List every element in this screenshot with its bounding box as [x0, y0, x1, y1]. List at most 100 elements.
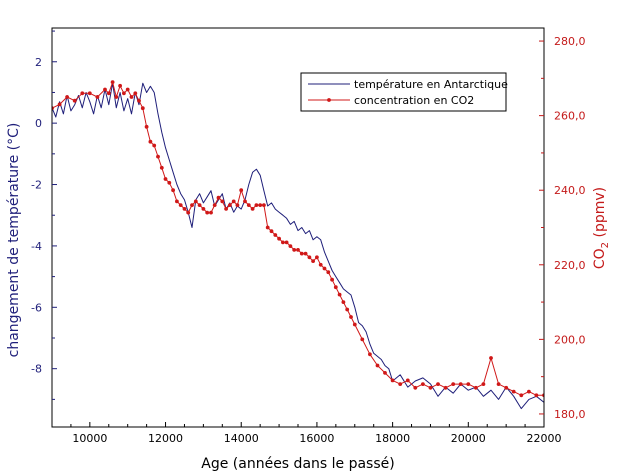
co2-point [152, 143, 157, 148]
co2-point [87, 91, 92, 96]
y-left-tick-label: -4 [31, 240, 42, 253]
y-right-tick-label: 180,0 [554, 408, 586, 421]
co2-point [534, 393, 539, 398]
plot-area [52, 80, 544, 410]
co2-point [390, 378, 395, 383]
y-left-tick-label: -2 [31, 179, 42, 192]
y-right-tick-label: 280,0 [554, 35, 586, 48]
co2-point [292, 248, 297, 252]
co2-point [133, 91, 138, 96]
co2-point [352, 322, 357, 327]
co2-point [201, 207, 206, 211]
co2-point [205, 210, 210, 215]
co2-point [212, 203, 217, 208]
co2-point [322, 266, 327, 271]
co2-point [330, 277, 334, 282]
co2-point [368, 352, 372, 357]
co2-point [171, 188, 176, 193]
y-axis-right-label-sub: 2 [600, 242, 611, 248]
co2-point [443, 385, 448, 390]
x-tick-label: 16000 [299, 432, 334, 445]
legend: température en Antarctique concentration… [300, 72, 508, 112]
co2-point [436, 382, 440, 386]
co2-point [224, 207, 229, 211]
co2-point [481, 382, 486, 386]
co2-point [243, 199, 247, 204]
co2-point [277, 236, 281, 241]
co2-point [220, 199, 225, 204]
co2-point [72, 98, 77, 103]
co2-point [315, 255, 319, 260]
co2-point [144, 124, 149, 129]
co2-point [496, 382, 501, 386]
co2-point [474, 385, 478, 390]
co2-point [178, 203, 183, 208]
co2-point [103, 87, 107, 92]
co2-point [231, 199, 236, 204]
co2-point [148, 139, 153, 144]
co2-point [137, 98, 141, 103]
co2-point [254, 203, 259, 208]
co2-point [299, 251, 304, 256]
y-left-tick-label: 2 [35, 56, 42, 69]
co2-point [197, 203, 202, 208]
co2-point [125, 87, 130, 92]
co2-point [106, 91, 111, 96]
co2-point [375, 363, 380, 368]
co2-point [360, 337, 365, 342]
co2-point [383, 371, 387, 375]
y-axis-right: 280,0 260,0 240,0 220,0 200,0 180,0 [539, 35, 586, 421]
series-line-temperature [52, 82, 544, 410]
co2-point [281, 240, 285, 245]
x-tick-label: 10000 [72, 432, 107, 445]
co2-point [451, 382, 456, 386]
co2-point [193, 199, 198, 204]
co2-point [239, 188, 244, 193]
co2-point [326, 270, 331, 275]
co2-point [159, 165, 164, 170]
co2-point [527, 389, 531, 394]
y-axis-left-label: changement de température (°C) [6, 123, 22, 358]
series-line-co2 [52, 81, 544, 396]
co2-point [341, 300, 346, 304]
co2-point [129, 95, 134, 99]
legend-label-co2: concentration en CO2 [354, 94, 474, 107]
co2-point [118, 83, 122, 88]
co2-point [337, 292, 342, 297]
co2-point [163, 177, 168, 181]
x-tick-label: 18000 [375, 432, 410, 445]
co2-point [80, 91, 85, 96]
co2-point [258, 203, 263, 208]
x-axis: 10000 12000 14000 16000 18000 20000 22000 [51, 422, 562, 445]
co2-point [405, 378, 410, 383]
y-left-tick-label: -8 [31, 363, 42, 376]
y-right-tick-label: 260,0 [554, 110, 586, 123]
x-tick-label: 22000 [527, 432, 562, 445]
co2-point [65, 95, 69, 99]
x-tick-label: 12000 [148, 432, 183, 445]
co2-point [262, 203, 266, 208]
x-axis-label: Age (années dans le passé) [201, 456, 394, 472]
co2-point [110, 80, 115, 84]
co2-point [250, 207, 255, 211]
co2-point [156, 154, 160, 159]
co2-point [333, 285, 338, 290]
y-right-tick-label: 200,0 [554, 333, 586, 346]
co2-point [428, 385, 433, 390]
y-left-tick-label: 0 [35, 117, 42, 130]
co2-point [398, 382, 403, 386]
co2-point [458, 382, 463, 386]
co2-point [413, 385, 418, 390]
co2-point [167, 180, 172, 185]
co2-point [421, 382, 425, 386]
co2-point [519, 393, 524, 398]
x-tick-label: 20000 [451, 432, 486, 445]
y-axis-right-label: CO2 (ppmv) [592, 187, 611, 269]
co2-point [175, 199, 179, 204]
x-tick-label: 14000 [224, 432, 259, 445]
co2-point [216, 195, 221, 200]
co2-point [311, 259, 315, 263]
co2-point [265, 225, 270, 230]
co2-point [296, 248, 300, 252]
